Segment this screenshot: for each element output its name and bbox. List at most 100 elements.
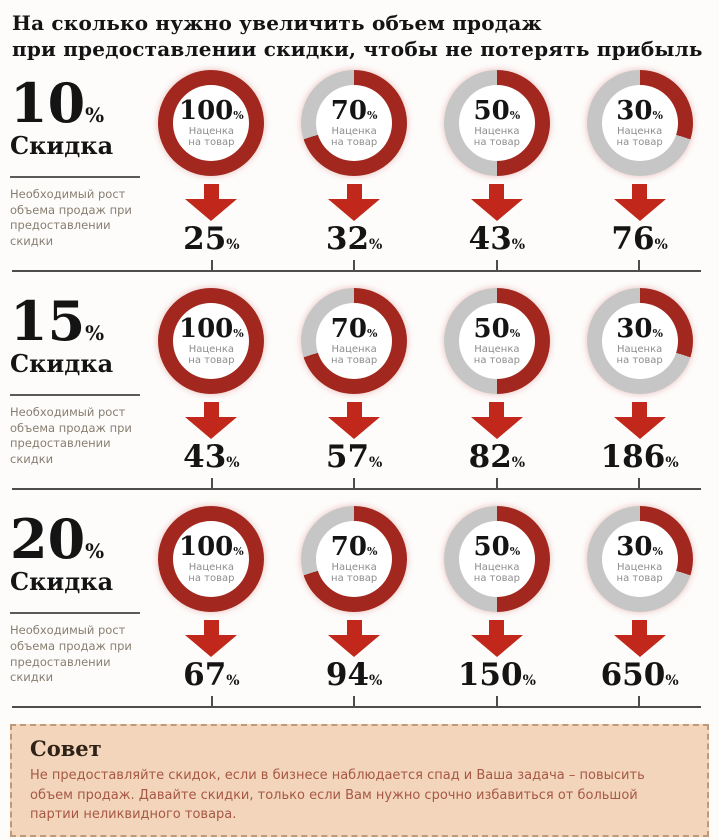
discount-number: 20 <box>10 507 86 572</box>
growth-value: 57% <box>326 440 382 474</box>
growth-number: 57 <box>325 439 370 476</box>
down-arrow-icon <box>613 176 666 222</box>
markup-caption: Наценка на товар <box>473 125 520 149</box>
axis-tick <box>637 696 640 709</box>
donut-center: 50% Наценка на товар <box>458 85 535 161</box>
arrow-head <box>185 199 238 221</box>
down-arrow-icon <box>470 612 523 658</box>
down-arrow-icon <box>185 176 238 222</box>
percent-sign: % <box>233 326 244 340</box>
arrow-shaft <box>632 620 648 636</box>
growth-number: 25 <box>183 221 227 257</box>
percent-sign: % <box>233 544 244 558</box>
markup-donut-chart: 30% Наценка на товар <box>586 288 693 395</box>
markup-number: 70 <box>330 313 367 344</box>
arrow-head <box>613 635 666 658</box>
discount-label: Скидка <box>10 567 114 597</box>
percent-sign: % <box>652 544 663 558</box>
markup-donut-chart: 70% Наценка на товар <box>301 288 408 395</box>
markup-number: 100 <box>179 313 234 344</box>
growth-number: 186 <box>600 439 666 476</box>
arrow-head <box>328 199 381 221</box>
markup-donut-chart: 50% Наценка на товар <box>443 70 550 176</box>
arrow-shaft <box>632 402 648 418</box>
row-axis-line <box>12 478 701 491</box>
percent-sign: % <box>509 108 521 122</box>
markup-column: 70% Наценка на товар 94% <box>283 506 426 692</box>
percent-sign: % <box>226 237 240 253</box>
percent-sign: % <box>511 455 526 472</box>
discount-row: 15% Скидка Необходимый рост объема прода… <box>10 288 711 491</box>
percent-sign: % <box>226 455 240 472</box>
markup-caption: Наценка на товар <box>331 561 378 585</box>
arrow-head <box>613 417 666 440</box>
markup-caption: Наценка на товар <box>188 125 235 149</box>
percent-sign: % <box>652 326 663 340</box>
markup-value: 100% <box>179 316 244 342</box>
required-growth-note: Необходимый рост объема продаж при предо… <box>10 623 132 685</box>
percent-sign: % <box>369 237 383 253</box>
markup-caption: Наценка на товар <box>616 561 663 585</box>
percent-sign: % <box>369 673 383 690</box>
percent-sign: % <box>509 326 521 340</box>
advice-heading: Совет <box>30 736 102 762</box>
markup-value: 70% <box>331 534 378 560</box>
markup-number: 100 <box>179 95 234 126</box>
markup-caption: Наценка на товар <box>616 125 663 149</box>
markup-donut-chart: 30% Наценка на товар <box>586 70 693 176</box>
arrow-head <box>328 417 381 440</box>
markup-number: 70 <box>330 95 367 126</box>
arrow-head <box>470 635 523 658</box>
percent-sign: % <box>85 103 105 127</box>
markup-caption: Наценка на товар <box>331 343 378 367</box>
page-title: На сколько нужно увеличить объем продаж … <box>12 10 711 62</box>
percent-sign: % <box>366 544 378 558</box>
markup-value: 70% <box>331 316 378 342</box>
axis-tick <box>211 478 214 491</box>
arrow-shaft <box>489 402 505 418</box>
markup-donut-chart: 50% Наценка на товар <box>443 288 550 395</box>
markup-value: 100% <box>179 534 244 560</box>
percent-sign: % <box>366 326 378 340</box>
percent-sign: % <box>226 673 240 690</box>
markup-value: 30% <box>616 316 663 342</box>
markup-value: 100% <box>179 98 244 124</box>
donut-center: 30% Наценка на товар <box>601 85 678 161</box>
arrow-shaft <box>346 184 362 199</box>
markup-donut-chart: 70% Наценка на товар <box>301 506 408 613</box>
axis-tick <box>211 696 214 709</box>
growth-value: 67% <box>183 658 239 692</box>
markup-caption: Наценка на товар <box>331 125 378 149</box>
markup-column: 30% Наценка на товар 76% <box>568 70 711 256</box>
axis-tick <box>353 260 356 273</box>
required-growth-note: Необходимый рост объема продаж при предо… <box>10 405 132 466</box>
donut-center: 100% Наценка на товар <box>173 303 250 380</box>
down-arrow-icon <box>470 394 523 440</box>
arrow-shaft <box>203 402 219 418</box>
markup-number: 50 <box>473 313 510 344</box>
discount-rows: 10% Скидка Необходимый рост объема прода… <box>10 70 711 709</box>
growth-number: 94 <box>325 657 370 694</box>
donut-center: 70% Наценка на товар <box>316 521 393 598</box>
growth-value: 150% <box>458 658 536 692</box>
arrow-head <box>613 199 666 221</box>
arrow-head <box>185 635 238 658</box>
growth-number: 82 <box>468 439 512 476</box>
markup-donut-chart: 100% Наценка на товар <box>158 288 265 395</box>
markup-value: 50% <box>474 98 521 124</box>
axis-tick <box>495 478 498 491</box>
markup-caption: Наценка на товар <box>473 343 520 367</box>
axis-tick <box>211 260 214 273</box>
growth-number: 67 <box>183 657 227 694</box>
markup-number: 30 <box>616 313 653 344</box>
arrow-head <box>328 635 381 658</box>
axis-tick <box>495 696 498 709</box>
down-arrow-icon <box>613 612 666 658</box>
markup-value: 50% <box>474 316 521 342</box>
arrow-shaft <box>203 184 219 199</box>
donut-center: 50% Наценка на товар <box>458 303 535 380</box>
discount-row: 10% Скидка Необходимый рост объема прода… <box>10 70 711 273</box>
markup-donut-chart: 70% Наценка на товар <box>301 70 408 176</box>
discount-row: 20% Скидка Необходимый рост объема прода… <box>10 506 711 709</box>
